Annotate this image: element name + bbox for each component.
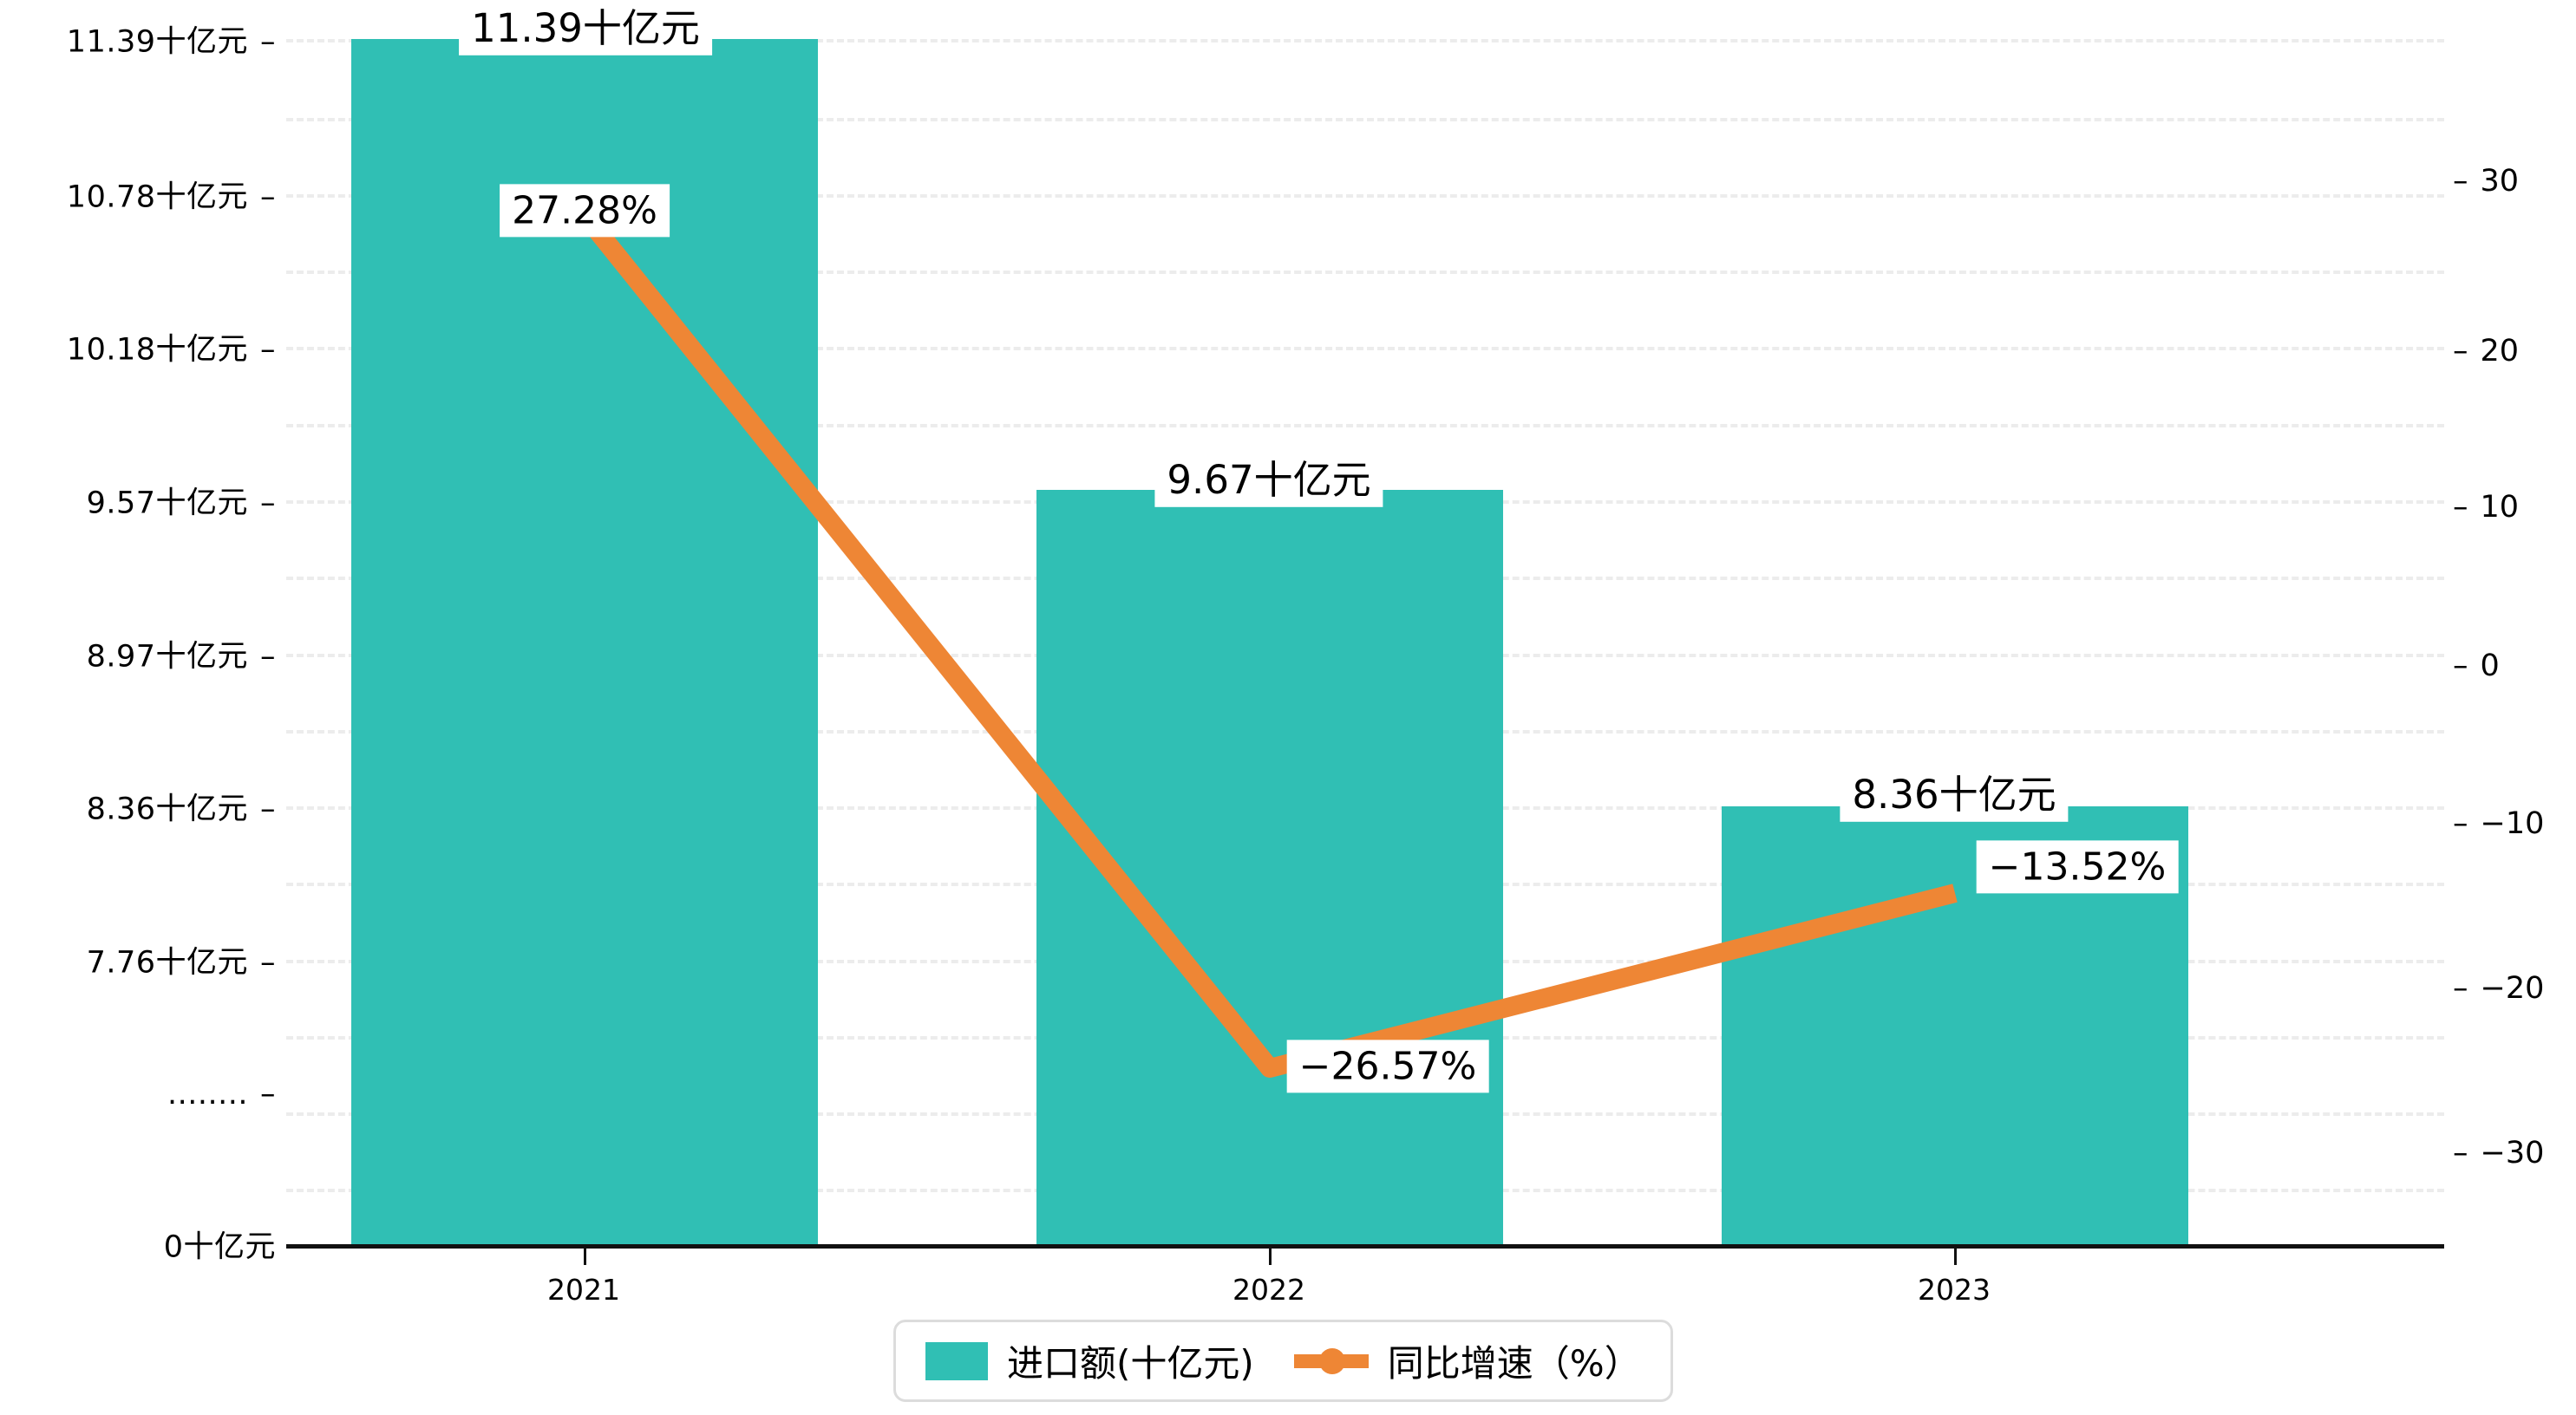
tick-dash: – xyxy=(260,792,276,827)
x-tick-label-2023: 2023 xyxy=(1918,1273,1991,1307)
tick-dash: – xyxy=(260,332,276,368)
y-axis-right-tick-5: – −20 xyxy=(2453,971,2544,1006)
tick-dash: – xyxy=(260,1077,276,1112)
y-axis-left-tick-7: ........ – xyxy=(0,1077,276,1112)
bar-value-label-2021: 11.39十亿元 xyxy=(459,1,712,56)
y-axis-right-tick-text: −30 xyxy=(2480,1136,2545,1170)
y-axis-left-tick-text: 9.57十亿元 xyxy=(86,486,248,521)
legend-label-import-value: 进口额(十亿元) xyxy=(1007,1342,1254,1385)
legend-item-growth-rate[interactable]: 同比增速（%） xyxy=(1293,1334,1641,1387)
y-axis-left-tick-text: 8.97十亿元 xyxy=(86,639,248,675)
tick-dash: – xyxy=(260,24,276,60)
y-axis-right-tick-0: –30 xyxy=(2453,164,2519,199)
legend-line-marker-icon xyxy=(1318,1347,1345,1374)
x-tick-mark-2023 xyxy=(1954,1246,1957,1265)
tick-dash: – xyxy=(2453,490,2468,525)
bar-value-label-2023: 8.36十亿元 xyxy=(1840,767,2069,823)
y-axis-right-tick-text: 30 xyxy=(2480,164,2520,199)
gridline xyxy=(286,39,2444,42)
x-tick-label-2021: 2021 xyxy=(547,1273,620,1307)
x-axis-baseline xyxy=(286,1244,2444,1249)
y-axis-right-tick-text: 0 xyxy=(2480,649,2500,683)
tick-dash: – xyxy=(260,179,276,215)
y-axis-left-tick-0: 11.39十亿元 – xyxy=(0,17,276,62)
growth-value-label-2022: −26.57% xyxy=(1286,1040,1489,1093)
y-axis-left-tick-text: 0十亿元 xyxy=(163,1229,276,1265)
y-axis-right-tick-1: –20 xyxy=(2453,334,2519,368)
tick-dash: – xyxy=(260,945,276,981)
growth-value-label-2023: −13.52% xyxy=(1976,840,2179,894)
legend-item-import-value[interactable]: 进口额(十亿元) xyxy=(925,1334,1254,1387)
bar-value-label-2022: 9.67十亿元 xyxy=(1154,453,1383,508)
legend-label-growth-rate: 同比增速（%） xyxy=(1387,1342,1641,1385)
y-axis-right-tick-3: –0 xyxy=(2453,649,2500,683)
y-axis-left-tick-5: 8.36十亿元 – xyxy=(0,785,276,829)
chart-legend: 进口额(十亿元) 同比增速（%） xyxy=(893,1320,1673,1402)
y-axis-right-tick-text: −10 xyxy=(2480,806,2545,841)
y-axis-left-tick-text: 11.39十亿元 xyxy=(66,24,248,60)
y-axis-right-tick-6: – −30 xyxy=(2453,1136,2544,1170)
tick-dash: – xyxy=(2453,806,2468,841)
x-tick-label-2022: 2022 xyxy=(1232,1273,1305,1307)
y-axis-left-tick-1: 10.78十亿元 – xyxy=(0,173,276,217)
y-axis-left-tick-6: 7.76十亿元 – xyxy=(0,938,276,982)
gridline xyxy=(286,118,2444,121)
y-axis-right-tick-2: –10 xyxy=(2453,490,2519,525)
y-axis-right-tick-4: – −10 xyxy=(2453,806,2544,841)
y-axis-left-tick-text: ........ xyxy=(167,1077,248,1112)
x-tick-mark-2021 xyxy=(584,1246,586,1265)
y-axis-left-tick-text: 10.18十亿元 xyxy=(66,332,248,368)
tick-dash: – xyxy=(2453,649,2468,683)
tick-dash: – xyxy=(260,486,276,521)
y-axis-left-tick-text: 8.36十亿元 xyxy=(86,792,248,827)
gridline xyxy=(286,194,2444,198)
y-axis-right-tick-text: 10 xyxy=(2480,490,2520,525)
legend-swatch-bar-icon xyxy=(925,1341,988,1380)
x-tick-mark-2022 xyxy=(1269,1246,1272,1265)
tick-dash: – xyxy=(2453,334,2468,368)
y-axis-right-tick-text: −20 xyxy=(2480,971,2545,1006)
legend-swatch-line-icon xyxy=(1293,1342,1369,1380)
tick-dash: – xyxy=(2453,971,2468,1006)
y-axis-left-tick-4: 8.97十亿元 – xyxy=(0,632,276,676)
y-axis-left-tick-2: 10.18十亿元 – xyxy=(0,325,276,369)
bar-2022[interactable] xyxy=(1036,490,1503,1244)
tick-dash: – xyxy=(2453,1136,2468,1170)
y-axis-right-tick-text: 20 xyxy=(2480,334,2520,368)
y-axis-left-tick-text: 10.78十亿元 xyxy=(66,179,248,215)
y-axis-left-tick-8: 0十亿元 xyxy=(0,1223,276,1267)
tick-dash: – xyxy=(2453,164,2468,199)
y-axis-left-tick-3: 9.57十亿元 – xyxy=(0,479,276,523)
y-axis-left-tick-text: 7.76十亿元 xyxy=(86,945,248,981)
growth-value-label-2021: 27.28% xyxy=(500,184,670,238)
tick-dash: – xyxy=(260,639,276,675)
